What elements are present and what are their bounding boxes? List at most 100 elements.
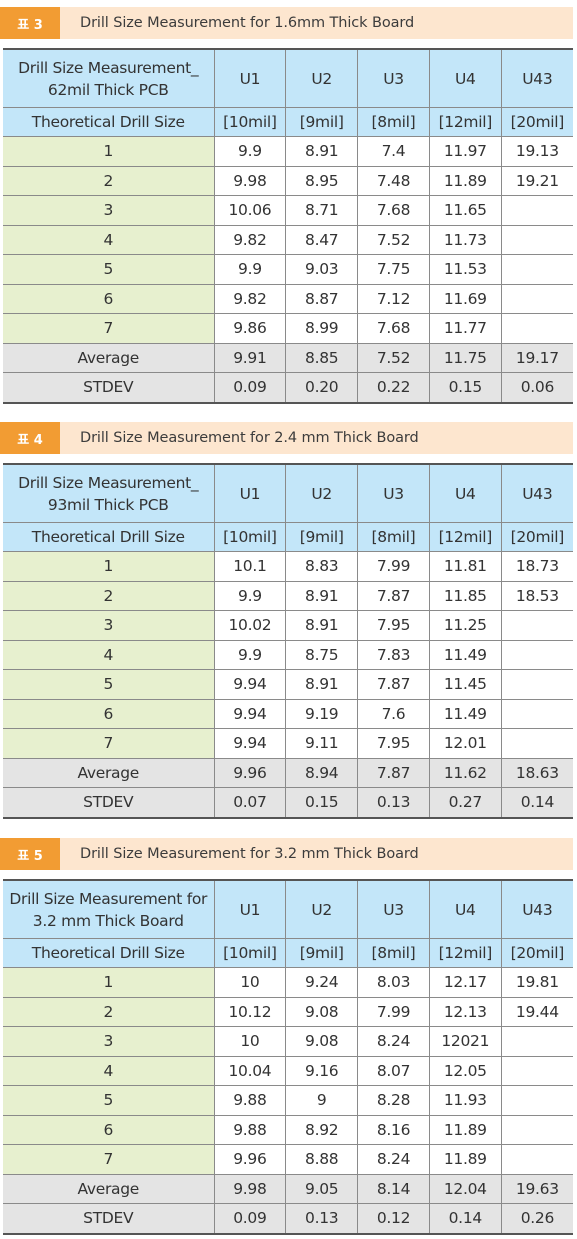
table-cell: 8.71 xyxy=(285,195,359,226)
average-cell: 8.94 xyxy=(285,757,359,788)
column-header: U3 xyxy=(357,48,430,108)
theoretical-cell: [20mil] xyxy=(500,522,573,552)
table-row: 2 9.9 8.91 7.87 11.85 18.53 xyxy=(3,580,573,611)
table-cell: 9.94 xyxy=(213,669,287,700)
table-cell: 19.44 xyxy=(500,996,573,1027)
table-cell: 9.19 xyxy=(285,698,359,729)
theoretical-cell: [12mil] xyxy=(428,938,502,968)
table-cell: 9 xyxy=(285,1085,359,1116)
theoretical-cell: [10mil] xyxy=(213,522,287,552)
stdev-cell: 0.14 xyxy=(428,1203,502,1234)
table-cell: 7.52 xyxy=(357,224,430,255)
row-label: 4 xyxy=(3,224,215,255)
row-label: 2 xyxy=(3,580,215,611)
table-cell: 7.68 xyxy=(357,195,430,226)
table-cell: 8.83 xyxy=(285,551,359,582)
column-header: U43 xyxy=(500,463,573,523)
stdev-row: STDEV 0.09 0.20 0.22 0.15 0.06 xyxy=(3,372,573,403)
column-header: U4 xyxy=(428,463,502,523)
average-cell: 9.98 xyxy=(213,1173,287,1204)
table-cell xyxy=(500,1114,573,1145)
table-cell: 8.03 xyxy=(357,967,430,998)
theoretical-cell: [10mil] xyxy=(213,938,287,968)
table-cell: 12.13 xyxy=(428,996,502,1027)
table-cell: 9.88 xyxy=(213,1114,287,1145)
table-cell: 7.99 xyxy=(357,996,430,1027)
table-row: 6 9.94 9.19 7.6 11.49 xyxy=(3,698,573,729)
stdev-label: STDEV xyxy=(3,1203,215,1234)
table-cell: 10.06 xyxy=(213,195,287,226)
average-cell: 11.75 xyxy=(428,342,502,373)
theoretical-cell: [8mil] xyxy=(357,938,430,968)
table-cell xyxy=(500,195,573,226)
theoretical-cell: [9mil] xyxy=(285,107,359,137)
table-cell: 12.17 xyxy=(428,967,502,998)
column-header: U1 xyxy=(213,463,287,523)
table-cell: 11.89 xyxy=(428,1144,502,1175)
table-cell xyxy=(500,1055,573,1086)
table-row: 4 9.82 8.47 7.52 11.73 xyxy=(3,224,573,255)
average-cell: 9.91 xyxy=(213,342,287,373)
table-row: 7 9.86 8.99 7.68 11.77 xyxy=(3,313,573,344)
table-cell: 9.08 xyxy=(285,1026,359,1057)
stdev-cell: 0.12 xyxy=(357,1203,430,1234)
theoretical-cell: [20mil] xyxy=(500,938,573,968)
table-cell: 10 xyxy=(213,1026,287,1057)
stdev-cell: 0.20 xyxy=(285,372,359,403)
table-row: 7 9.96 8.88 8.24 11.89 xyxy=(3,1144,573,1175)
table-row: 2 10.12 9.08 7.99 12.13 19.44 xyxy=(3,996,573,1027)
table-cell: 8.24 xyxy=(357,1026,430,1057)
table-number-badge: 표 3 xyxy=(0,7,60,39)
row-label: 2 xyxy=(3,996,215,1027)
table-cell: 10.1 xyxy=(213,551,287,582)
table-cell: 7.6 xyxy=(357,698,430,729)
table-cell xyxy=(500,283,573,314)
table-cell: 10.04 xyxy=(213,1055,287,1086)
table-cell: 8.91 xyxy=(285,580,359,611)
stdev-cell: 0.14 xyxy=(500,787,573,818)
stdev-row: STDEV 0.07 0.15 0.13 0.27 0.14 xyxy=(3,787,573,818)
column-header: U2 xyxy=(285,879,359,939)
table-cell: 8.92 xyxy=(285,1114,359,1145)
row-label: 5 xyxy=(3,254,215,285)
row-label: 4 xyxy=(3,1055,215,1086)
table-cell: 8.91 xyxy=(285,136,359,167)
table-row: 1 9.9 8.91 7.4 11.97 19.13 xyxy=(3,136,573,167)
table-caption: 표 3 Drill Size Measurement for 1.6mm Thic… xyxy=(0,7,573,39)
average-cell: 8.14 xyxy=(357,1173,430,1204)
table-cell: 9.82 xyxy=(213,283,287,314)
table-cell: 9.24 xyxy=(285,967,359,998)
table-cell: 11.77 xyxy=(428,313,502,344)
table-cell: 8.91 xyxy=(285,610,359,641)
table-cell: 7.4 xyxy=(357,136,430,167)
average-label: Average xyxy=(3,342,215,373)
table-cell: 9.9 xyxy=(213,580,287,611)
column-header: U43 xyxy=(500,48,573,108)
table-cell xyxy=(500,1144,573,1175)
stdev-row: STDEV 0.09 0.13 0.12 0.14 0.26 xyxy=(3,1203,573,1234)
header-label-cell: Drill Size Measurement for 3.2 mm Thick … xyxy=(3,879,215,939)
table-cell: 9.98 xyxy=(213,165,287,196)
table-title: Drill Size Measurement for 1.6mm Thick B… xyxy=(80,15,415,31)
column-header: U1 xyxy=(213,879,287,939)
column-header: U43 xyxy=(500,879,573,939)
row-label: 5 xyxy=(3,669,215,700)
table-cell: 11.49 xyxy=(428,639,502,670)
table-cell: 11.45 xyxy=(428,669,502,700)
column-header: U3 xyxy=(357,879,430,939)
table-cell: 7.95 xyxy=(357,728,430,759)
table-cell: 11.73 xyxy=(428,224,502,255)
average-row: Average 9.98 9.05 8.14 12.04 19.63 xyxy=(3,1173,573,1204)
table-cell xyxy=(500,224,573,255)
table-row: 5 9.88 9 8.28 11.93 xyxy=(3,1085,573,1116)
table-row: 6 9.82 8.87 7.12 11.69 xyxy=(3,283,573,314)
table-cell xyxy=(500,1026,573,1057)
table-cell xyxy=(500,254,573,285)
average-label: Average xyxy=(3,757,215,788)
table-row: 3 10 9.08 8.24 12021 xyxy=(3,1026,573,1057)
table-row: 3 10.02 8.91 7.95 11.25 xyxy=(3,610,573,641)
column-header: U4 xyxy=(428,879,502,939)
measurement-table: Drill Size Measurement_ 93mil Thick PCB U… xyxy=(3,463,573,819)
table-cell: 10.12 xyxy=(213,996,287,1027)
average-cell: 7.87 xyxy=(357,757,430,788)
